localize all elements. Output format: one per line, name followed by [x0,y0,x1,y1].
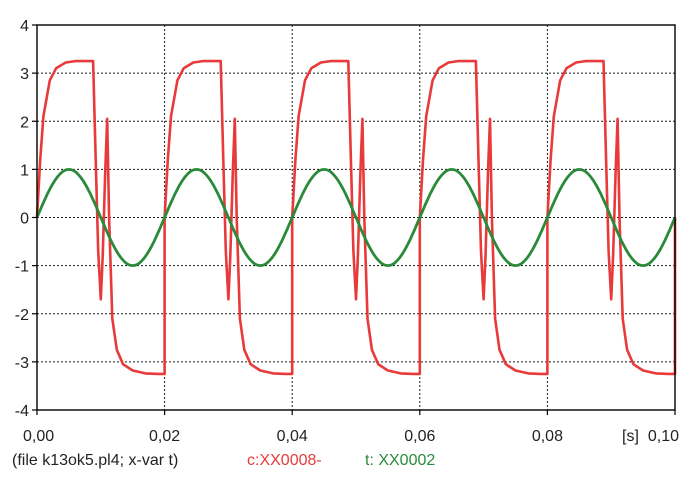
y-tick-label: -2 [15,307,29,324]
y-tick-labels: -4 -3 -2 -1 0 1 2 3 4 [15,18,37,420]
y-tick-label: 3 [20,66,29,83]
y-tick-label: 1 [20,162,29,179]
x-tick-label: 0,06 [404,428,435,445]
series-lines [35,59,677,376]
legend-entry-green: t: XX0002 [365,452,436,469]
file-note: (file k13ok5.pl4; x-var t) [12,452,179,469]
x-tick-label: 0,02 [149,428,180,445]
y-tick-label: -1 [15,259,29,276]
x-tick-label: 0,08 [532,428,563,445]
x-tick-labels: 0,00 0,02 0,04 0,06 0,08 0,10 [23,410,679,445]
series-line-xx0002 [35,168,677,267]
y-tick-label: -4 [15,403,29,420]
y-tick-label: 4 [20,18,29,35]
x-tick-label: 0,00 [23,428,54,445]
x-tick-label: 0,04 [277,428,308,445]
x-unit-label: [s] [622,428,639,445]
legend-entry-red: c:XX0008- [247,452,322,469]
series-line-xx0008 [35,59,677,376]
x-tick-label: 0,10 [648,428,679,445]
y-tick-label: -3 [15,355,29,372]
y-tick-label: 0 [20,211,29,228]
y-tick-label: 2 [20,114,29,131]
